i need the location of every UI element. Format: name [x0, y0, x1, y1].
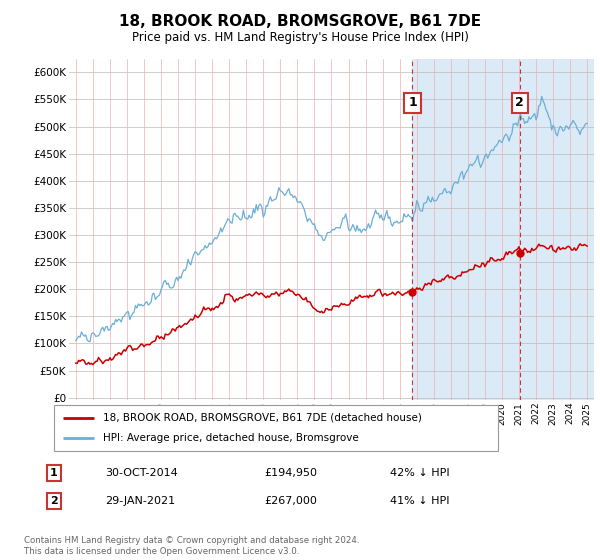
Text: 2: 2 [50, 496, 58, 506]
Text: £194,950: £194,950 [264, 468, 317, 478]
Text: 41% ↓ HPI: 41% ↓ HPI [390, 496, 449, 506]
Text: 30-OCT-2014: 30-OCT-2014 [105, 468, 178, 478]
Text: 1: 1 [408, 96, 417, 109]
Text: 1: 1 [50, 468, 58, 478]
Text: 42% ↓ HPI: 42% ↓ HPI [390, 468, 449, 478]
Text: Price paid vs. HM Land Registry's House Price Index (HPI): Price paid vs. HM Land Registry's House … [131, 31, 469, 44]
Text: £267,000: £267,000 [264, 496, 317, 506]
Text: 29-JAN-2021: 29-JAN-2021 [105, 496, 175, 506]
Text: Contains HM Land Registry data © Crown copyright and database right 2024.
This d: Contains HM Land Registry data © Crown c… [24, 536, 359, 556]
Text: 2: 2 [515, 96, 524, 109]
FancyBboxPatch shape [54, 405, 498, 451]
Text: 18, BROOK ROAD, BROMSGROVE, B61 7DE: 18, BROOK ROAD, BROMSGROVE, B61 7DE [119, 14, 481, 29]
Text: HPI: Average price, detached house, Bromsgrove: HPI: Average price, detached house, Brom… [103, 433, 359, 443]
Text: 18, BROOK ROAD, BROMSGROVE, B61 7DE (detached house): 18, BROOK ROAD, BROMSGROVE, B61 7DE (det… [103, 413, 422, 423]
Bar [412, 59, 596, 400]
